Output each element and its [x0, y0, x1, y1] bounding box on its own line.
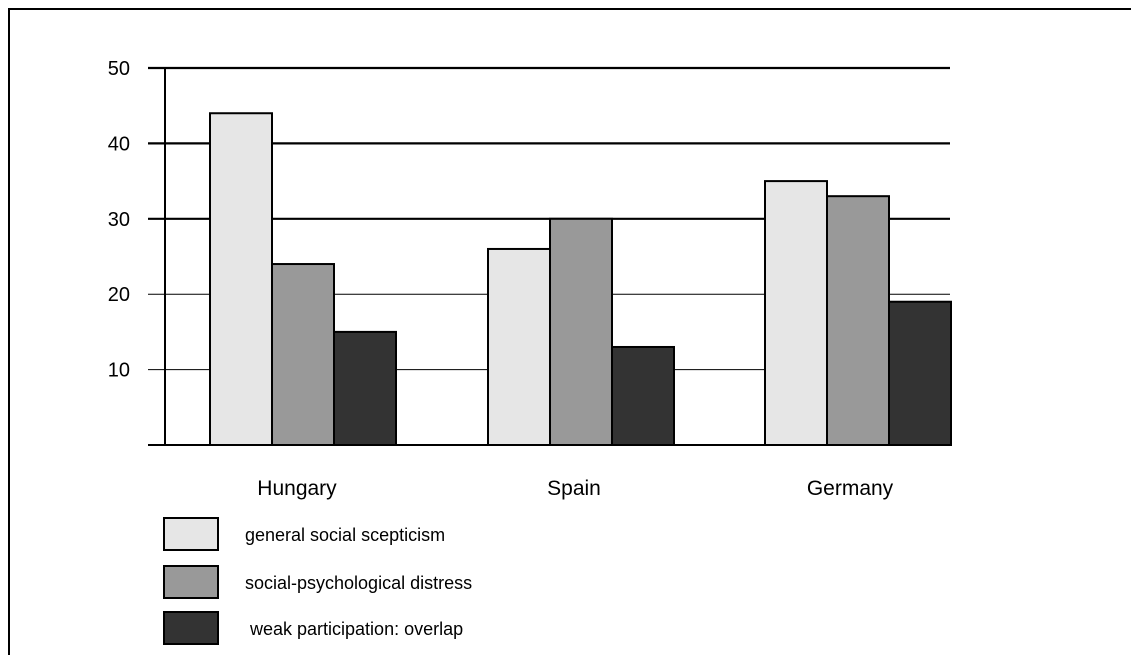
legend-label: general social scepticism [245, 525, 445, 545]
bar-germany-series-3 [888, 300, 952, 446]
y-tick-label: 20 [108, 284, 130, 306]
y-axis-ticks: 10 20 30 40 50 [108, 58, 130, 382]
bar-germany-series-1 [764, 180, 828, 446]
axes [148, 68, 950, 446]
bar-germany-series-2 [826, 195, 890, 446]
bar-hungary-series-2 [271, 263, 335, 447]
legend-swatch [163, 565, 219, 599]
legend: general social scepticism social-psycholo… [163, 517, 472, 645]
x-category-label: Hungary [257, 477, 337, 500]
legend-label: weak participation: overlap [249, 619, 463, 639]
x-category-label: Germany [807, 477, 894, 500]
legend-swatch [163, 517, 219, 551]
bar-spain-series-3 [611, 345, 675, 447]
bar-hungary-series-1 [209, 112, 273, 447]
legend-label: social-psychological distress [245, 573, 472, 593]
y-tick-label: 10 [108, 360, 130, 382]
x-category-label: Spain [547, 477, 601, 500]
legend-swatch [163, 611, 219, 645]
bar-spain-series-2 [549, 217, 613, 446]
y-tick-label: 50 [108, 58, 130, 80]
bar-hungary-series-3 [333, 330, 397, 446]
x-axis-categories: Hungary Spain Germany [257, 477, 893, 500]
y-tick-label: 30 [108, 209, 130, 231]
bar-spain-series-1 [487, 247, 551, 446]
y-tick-label: 40 [108, 133, 130, 155]
bars [209, 112, 952, 447]
